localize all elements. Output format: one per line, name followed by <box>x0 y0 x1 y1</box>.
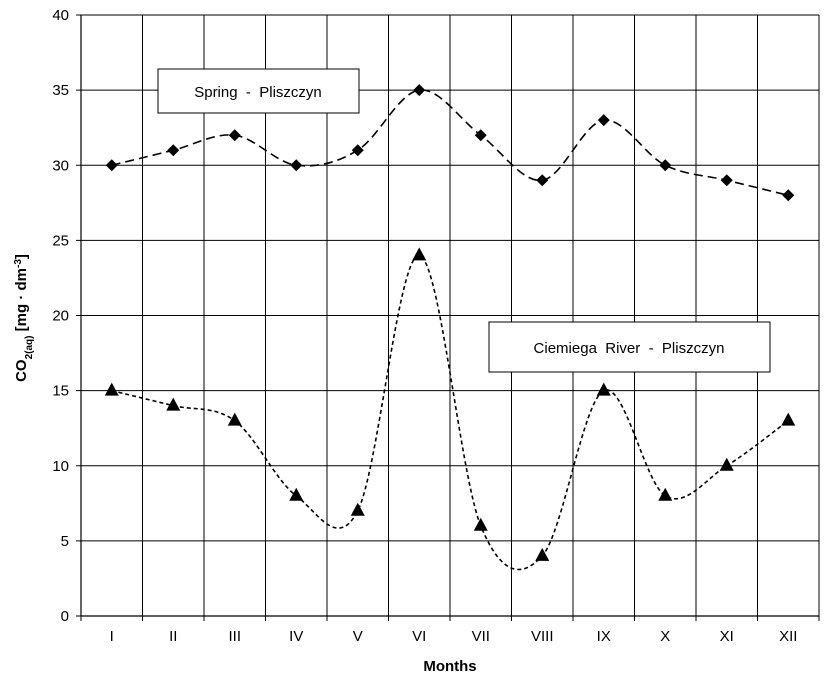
x-tick-label: VI <box>412 628 426 645</box>
data-point-diamond <box>290 159 303 172</box>
y-tick-label: 20 <box>52 308 69 325</box>
data-point-triangle <box>473 517 488 531</box>
data-point-triangle <box>289 487 304 501</box>
data-point-diamond <box>782 189 795 202</box>
y-axis-title: CO2(aq) [mg · dm-3] <box>13 254 35 382</box>
x-tick-labels: I II III IV V VI VII VIII IX X XI XII <box>110 628 798 645</box>
data-point-diamond <box>351 144 364 157</box>
data-point-diamond <box>474 129 487 142</box>
y-tick-label: 35 <box>52 82 69 99</box>
y-tick-labels: 0 5 10 15 20 25 30 35 40 <box>52 7 69 625</box>
x-tick-label: IV <box>289 628 303 645</box>
axes <box>76 14 820 621</box>
data-point-triangle <box>412 247 427 261</box>
data-point-diamond <box>720 174 733 187</box>
y-tick-label: 25 <box>52 232 69 249</box>
legend-spring-box <box>157 68 360 114</box>
x-tick-label: XI <box>720 628 734 645</box>
data-point-triangle <box>350 502 365 516</box>
y-tick-label: 15 <box>52 383 69 400</box>
x-tick-label: IX <box>597 628 611 645</box>
x-tick-label: XII <box>779 628 797 645</box>
grid <box>81 14 820 617</box>
legend-river: Ciemiega River - Pliszczyn <box>488 321 771 373</box>
y-tick-label: 5 <box>61 533 69 550</box>
data-point-triangle <box>104 382 119 396</box>
x-tick-label: III <box>228 628 241 645</box>
series-river <box>104 247 796 571</box>
series-spring <box>105 84 795 202</box>
data-point-diamond <box>167 144 180 157</box>
data-point-diamond <box>659 159 672 172</box>
data-point-triangle <box>596 382 611 396</box>
data-point-triangle <box>535 547 550 561</box>
x-tick-label: VII <box>472 628 490 645</box>
data-point-diamond <box>228 129 241 142</box>
data-point-triangle <box>227 412 242 426</box>
x-tick-label: X <box>660 628 670 645</box>
y-tick-label: 0 <box>61 608 69 625</box>
x-tick-label: II <box>169 628 177 645</box>
y-tick-label: 10 <box>52 458 69 475</box>
x-tick-label: VIII <box>531 628 554 645</box>
y-tick-label: 30 <box>52 157 69 174</box>
legend-river-box <box>488 321 771 373</box>
series <box>104 84 796 571</box>
data-point-triangle <box>719 457 734 471</box>
y-tick-label: 40 <box>52 7 69 24</box>
data-point-triangle <box>658 487 673 501</box>
series-line <box>111 254 789 571</box>
data-point-triangle <box>781 412 796 426</box>
x-tick-label: I <box>110 628 114 645</box>
data-point-diamond <box>536 174 549 187</box>
x-tick-label: V <box>353 628 363 645</box>
data-point-diamond <box>413 84 426 97</box>
data-point-diamond <box>597 114 610 127</box>
legend-spring: Spring - Pliszczyn <box>157 68 360 114</box>
x-axis-title: Months <box>423 658 476 675</box>
legend-spring-label: Spring - Pliszczyn <box>194 84 322 101</box>
data-point-triangle <box>166 397 181 411</box>
legend-river-label: Ciemiega River - Pliszczyn <box>534 340 725 357</box>
data-point-diamond <box>105 159 118 172</box>
